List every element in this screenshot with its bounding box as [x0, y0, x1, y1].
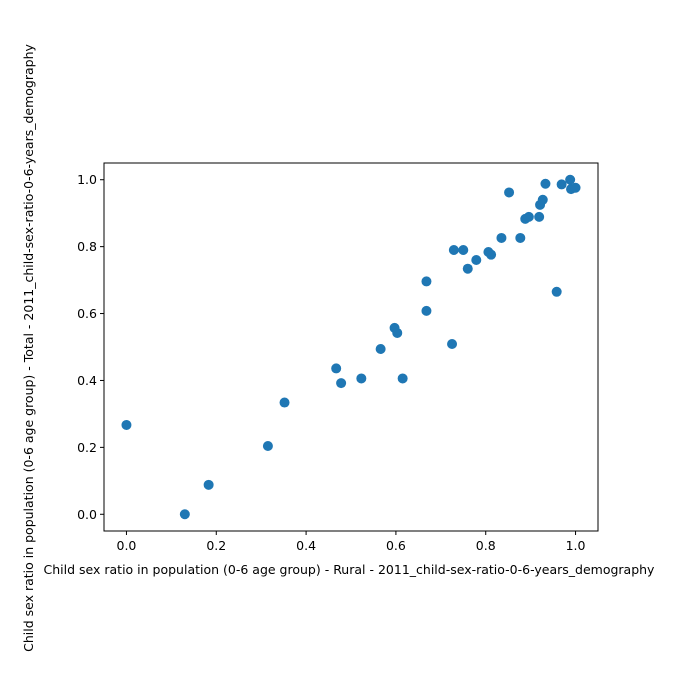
data-point — [203, 479, 214, 490]
data-point — [279, 397, 290, 408]
data-point — [458, 244, 469, 255]
data-point — [515, 232, 526, 243]
y-axis-ticks: 0.0 0.2 0.4 0.6 0.8 1.0 — [77, 172, 104, 522]
data-point — [551, 286, 562, 297]
data-point — [336, 378, 347, 389]
x-axis-label: Child sex ratio in population (0-6 age g… — [44, 562, 656, 577]
x-tick-label: 0.6 — [386, 538, 406, 553]
y-tick-label: 0.0 — [77, 507, 97, 522]
data-point — [556, 179, 567, 190]
data-points — [121, 174, 581, 520]
y-tick-label: 0.8 — [77, 239, 97, 254]
y-tick-label: 0.4 — [77, 373, 97, 388]
data-point — [331, 363, 342, 374]
x-axis-ticks: 0.0 0.2 0.4 0.6 0.8 1.0 — [117, 531, 586, 553]
data-point — [540, 178, 551, 189]
y-tick-label: 0.6 — [77, 306, 97, 321]
data-point — [179, 509, 190, 520]
x-tick-label: 0.0 — [117, 538, 137, 553]
y-tick-label: 1.0 — [77, 172, 97, 187]
data-point — [523, 211, 534, 222]
data-point — [534, 211, 545, 222]
data-point — [496, 232, 507, 243]
data-point — [504, 187, 515, 198]
data-point — [565, 174, 576, 185]
data-point — [570, 182, 581, 193]
x-tick-label: 0.2 — [206, 538, 226, 553]
data-point — [537, 194, 548, 205]
data-point — [486, 249, 497, 260]
x-tick-label: 0.8 — [476, 538, 496, 553]
data-point — [375, 344, 386, 355]
x-tick-label: 0.4 — [296, 538, 316, 553]
data-point — [356, 373, 367, 384]
data-point — [262, 441, 273, 452]
y-tick-label: 0.2 — [77, 440, 97, 455]
plot-area — [103, 162, 599, 532]
data-point — [448, 244, 459, 255]
data-point — [421, 276, 432, 287]
x-tick-label: 1.0 — [566, 538, 586, 553]
y-axis-label: Child sex ratio in population (0-6 age g… — [21, 43, 36, 651]
data-point — [121, 419, 132, 430]
data-point — [397, 373, 408, 384]
data-point — [447, 338, 458, 349]
data-point — [462, 263, 473, 274]
data-point — [421, 305, 432, 316]
data-point — [392, 327, 403, 338]
data-point — [471, 255, 482, 266]
